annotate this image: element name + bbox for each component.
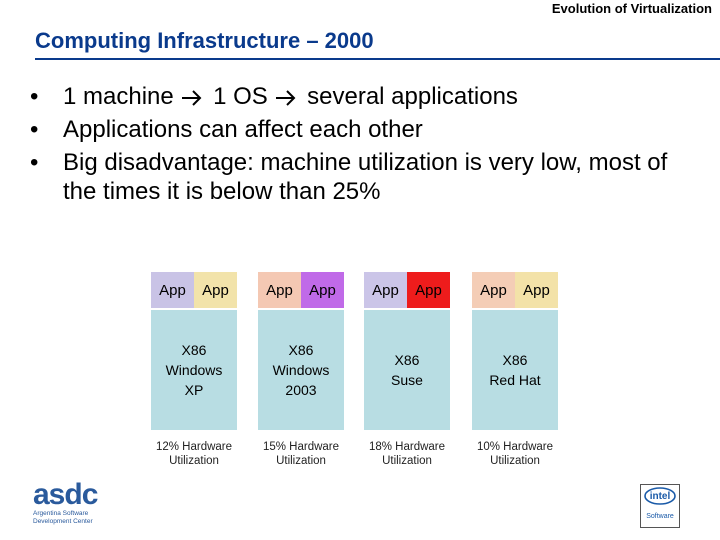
svg-text:intel: intel <box>650 491 671 502</box>
title-divider <box>35 58 720 60</box>
intel-logo: intel Software <box>640 484 680 528</box>
app-box: App <box>151 272 194 308</box>
app-row: App App <box>151 272 237 308</box>
machine-column: App App X86 Windows XP 12% Hardware Util… <box>151 272 237 468</box>
app-box: App <box>515 272 558 308</box>
app-box: App <box>258 272 301 308</box>
machine-column: App App X86 Suse 18% Hardware Utilizatio… <box>364 272 450 468</box>
bullet-list: • 1 machine 1 OS several applications • … <box>30 82 680 210</box>
machine-column: App App X86 Windows 2003 15% Hardware Ut… <box>258 272 344 468</box>
app-box: App <box>301 272 344 308</box>
asdc-logo-line1: Argentina Software <box>33 510 89 517</box>
asdc-logo: asdc Argentina Software Development Cent… <box>33 478 98 526</box>
bullet-item: • 1 machine 1 OS several applications <box>30 82 680 111</box>
app-row: App App <box>472 272 558 308</box>
bullet-dot: • <box>30 149 39 176</box>
bullet-part: 1 machine <box>63 83 174 110</box>
bullet-part: several applications <box>307 83 518 110</box>
slide-title: Computing Infrastructure – 2000 <box>35 28 374 53</box>
machine-column: App App X86 Red Hat 10% Hardware Utiliza… <box>472 272 558 468</box>
right-arrow-icon <box>180 82 206 111</box>
bullet-text: Big disadvantage: machine utilization is… <box>63 149 668 205</box>
os-box: X86 Suse <box>364 310 450 430</box>
right-arrow-icon <box>274 82 300 111</box>
utilization-label: 15% Hardware Utilization <box>262 441 340 467</box>
slide-header: Evolution of Virtualization <box>551 1 712 16</box>
bullet-text: Applications can affect each other <box>63 116 423 143</box>
bullet-item: • Applications can affect each other <box>30 115 680 144</box>
app-row: App App <box>258 272 344 308</box>
os-box: X86 Red Hat <box>472 310 558 430</box>
bullet-dot: • <box>30 83 39 110</box>
asdc-logo-line2: Development Center <box>33 518 93 525</box>
os-box: X86 Windows XP <box>151 310 237 430</box>
app-box: App <box>364 272 407 308</box>
os-box: X86 Windows 2003 <box>258 310 344 430</box>
app-box: App <box>407 272 450 308</box>
utilization-label: 18% Hardware Utilization <box>368 441 446 467</box>
svg-text:Software: Software <box>646 513 674 520</box>
bullet-item: • Big disadvantage: machine utilization … <box>30 148 680 206</box>
app-box: App <box>472 272 515 308</box>
app-row: App App <box>364 272 450 308</box>
app-box: App <box>194 272 237 308</box>
asdc-logo-text: asdc <box>33 478 98 511</box>
utilization-label: 12% Hardware Utilization <box>155 441 233 467</box>
bullet-part: 1 OS <box>213 83 268 110</box>
bullet-dot: • <box>30 116 39 143</box>
utilization-label: 10% Hardware Utilization <box>476 441 554 467</box>
